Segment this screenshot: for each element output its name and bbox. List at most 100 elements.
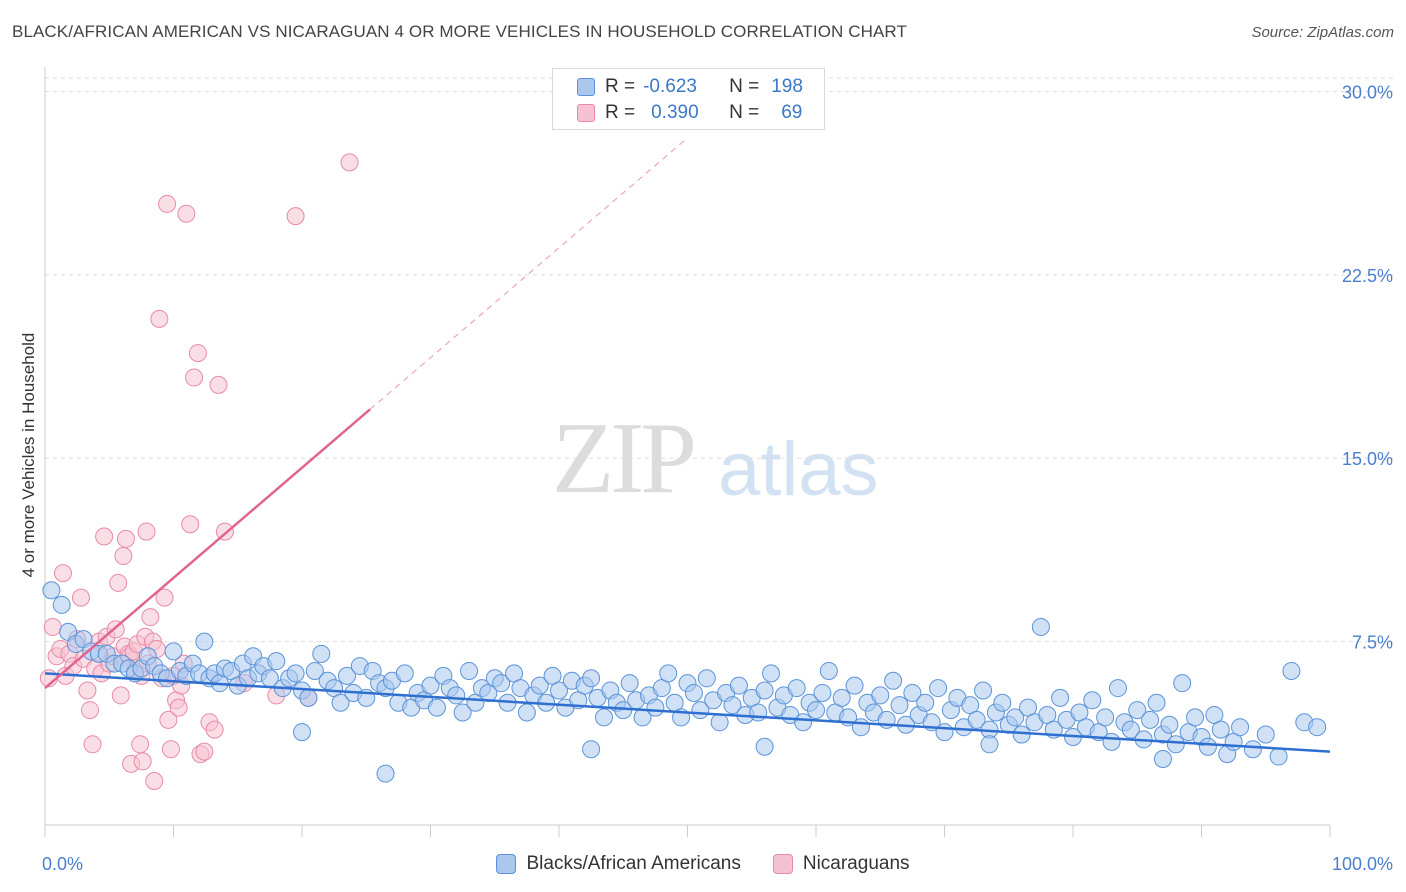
black-point	[1166, 735, 1185, 754]
black-point	[794, 713, 813, 732]
black-point	[331, 693, 350, 712]
nicaraguan-point	[150, 309, 169, 328]
y-tick-label: 22.5%	[1342, 266, 1393, 286]
black-point	[267, 652, 286, 671]
black-point	[42, 581, 61, 600]
nicaraguan-point	[78, 681, 97, 700]
black-point	[1282, 661, 1301, 680]
nicaraguan-point	[133, 752, 152, 771]
black-point	[460, 661, 479, 680]
nicaraguan-point	[71, 588, 90, 607]
nicaraguan-point	[161, 740, 180, 759]
black-point	[492, 674, 511, 693]
black-point	[762, 664, 781, 683]
x-tick-label: 0.0%	[42, 854, 83, 874]
nicaraguan-point	[109, 573, 128, 592]
black-point	[723, 696, 742, 715]
black-point	[1012, 725, 1031, 744]
nicaraguan-point	[83, 735, 102, 754]
black-point	[916, 693, 935, 712]
n-value: 69	[781, 102, 803, 123]
black-point	[453, 703, 472, 722]
correlation-legend: R = -0.623 N = 198 R = 0.390 N = 69	[552, 68, 825, 130]
black-point	[851, 718, 870, 737]
nicaraguan-point	[195, 742, 214, 761]
black-point	[729, 676, 748, 695]
blacks-trend-line	[44, 672, 1331, 753]
nicaraguan-point	[177, 204, 196, 223]
black-point	[1153, 749, 1172, 768]
pink-swatch	[772, 854, 793, 874]
black-point	[1243, 740, 1262, 759]
black-point	[376, 764, 395, 783]
black-point	[1051, 688, 1070, 707]
black-point	[993, 693, 1012, 712]
r-value: 0.390	[651, 102, 699, 123]
black-point	[164, 642, 183, 661]
black-point	[1308, 718, 1327, 737]
black-point	[1147, 693, 1166, 712]
y-tick-label: 15.0%	[1342, 449, 1393, 469]
black-point	[807, 701, 825, 720]
black-point	[967, 710, 986, 729]
legend-row-blacks: R = -0.623 N = 198	[577, 75, 803, 99]
chart-title: BLACK/AFRICAN AMERICAN VS NICARAGUAN 4 O…	[12, 22, 907, 41]
blue-swatch	[577, 78, 595, 96]
black-point	[684, 683, 703, 702]
black-point	[819, 661, 838, 680]
nicaraguan-point	[111, 686, 130, 705]
black-point	[620, 674, 639, 693]
nicaraguan-point	[188, 344, 207, 363]
nicaraguan-point	[209, 375, 228, 394]
black-point	[530, 676, 549, 695]
legend-label: Blacks/African Americans	[526, 853, 741, 874]
nicaraguan-point	[141, 608, 160, 627]
black-point	[832, 688, 851, 707]
black-point	[337, 666, 356, 685]
nicaraguan-point	[131, 735, 150, 754]
black-point	[646, 698, 665, 717]
black-point	[659, 664, 678, 683]
black-point	[1198, 737, 1217, 756]
black-point	[447, 686, 466, 705]
black-point	[710, 713, 729, 732]
black-point	[286, 664, 305, 683]
nicaraguan-point	[137, 522, 156, 541]
nicaraguan-point	[159, 710, 178, 729]
black-point	[1006, 708, 1025, 727]
black-point	[1128, 701, 1147, 720]
y-tick-label: 7.5%	[1352, 633, 1393, 653]
pink-swatch	[577, 104, 595, 122]
black-point	[395, 664, 414, 683]
x-tick-label: 100.0%	[1332, 854, 1393, 874]
black-point	[935, 723, 954, 742]
nicaraguan-point	[286, 207, 305, 226]
nicaraguan-point	[53, 564, 72, 583]
nicaraguan-point	[43, 617, 62, 636]
r-label: R =	[605, 102, 636, 123]
black-point	[903, 683, 922, 702]
black-point	[980, 735, 999, 754]
black-point	[787, 679, 806, 698]
black-point	[871, 686, 890, 705]
nicaraguan-point	[155, 588, 174, 607]
black-point	[517, 703, 536, 722]
black-point	[305, 661, 324, 680]
black-point	[1160, 715, 1179, 734]
black-point	[890, 696, 909, 715]
black-point	[1141, 710, 1160, 729]
watermark-atlas: atlas	[718, 427, 879, 512]
nicaraguan-point	[185, 368, 204, 387]
black-point	[582, 669, 601, 688]
nicaraguan-point	[145, 771, 164, 790]
y-tick-label: 30.0%	[1342, 82, 1393, 102]
black-point	[52, 595, 71, 614]
black-point	[293, 723, 311, 742]
n-label: N =	[729, 102, 760, 123]
black-point	[1096, 708, 1115, 727]
source-label: Source: ZipAtlas.com	[1251, 24, 1394, 41]
black-point	[974, 681, 993, 700]
black-point	[813, 683, 832, 702]
black-point	[929, 679, 948, 698]
